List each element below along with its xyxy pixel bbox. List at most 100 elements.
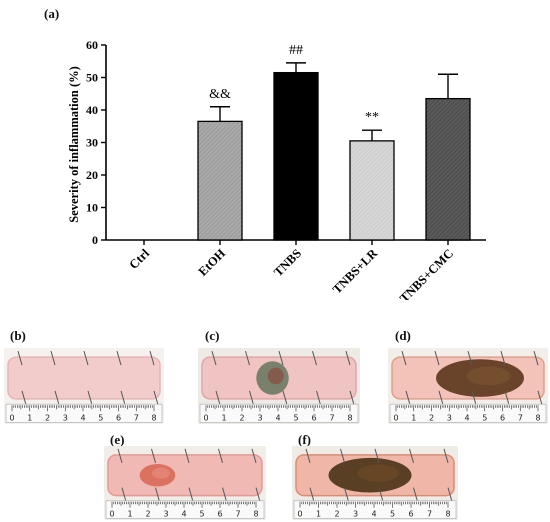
category-label: TNBS+CMC	[397, 246, 456, 300]
ruler-number: 6	[311, 413, 316, 422]
y-axis-label: Severity of inflammation (%)	[67, 66, 81, 223]
ruler-number: 1	[127, 510, 132, 519]
colon-photo-f: 0 1 2 3 4 5 6 7 8	[292, 446, 458, 520]
ruler-number: 4	[275, 413, 280, 422]
ruler-number: 5	[98, 413, 103, 422]
colon-tissue	[7, 356, 161, 400]
pin	[151, 448, 156, 464]
ruler-number: 0	[9, 413, 14, 422]
ruler-number: 0	[297, 510, 302, 519]
ruler-number: 0	[393, 413, 398, 422]
pin	[17, 350, 23, 366]
ruler-number: 5	[482, 413, 487, 422]
panel-label-a: (a)	[44, 6, 60, 21]
ruler-number: 6	[500, 413, 505, 422]
pin	[117, 448, 123, 464]
ruler-number: 6	[116, 413, 121, 422]
pin	[21, 390, 27, 406]
pin	[443, 448, 449, 464]
ruler-number: 4	[464, 413, 469, 422]
pin	[251, 448, 257, 464]
ruler-number: 8	[347, 413, 352, 422]
pin	[282, 390, 288, 406]
ruler-number: 6	[217, 510, 222, 519]
ruler	[199, 403, 359, 423]
bar-etoh	[197, 120, 243, 241]
y-tick-label: 0	[92, 233, 98, 247]
pin	[249, 390, 254, 406]
pin	[50, 350, 56, 366]
pin	[54, 390, 60, 406]
ruler-number: 5	[390, 510, 395, 519]
y-tick-label: 50	[86, 71, 98, 85]
colon-photo-e: 0 1 2 3 4 5 6 7 8	[104, 446, 266, 520]
pin	[467, 350, 473, 366]
ruler	[5, 403, 163, 423]
ruler-number: 0	[109, 510, 114, 519]
category-label: EtOH	[196, 246, 229, 279]
lesion-detail	[267, 367, 284, 385]
pin	[305, 448, 311, 464]
pin	[87, 390, 93, 406]
pin	[218, 448, 223, 464]
ruler-number: 1	[221, 413, 226, 422]
y-tick-label: 10	[86, 201, 98, 215]
pin	[349, 390, 355, 406]
ruler-number: 6	[408, 510, 413, 519]
bar-tnbs	[273, 71, 319, 241]
ruler-number: 7	[518, 413, 523, 422]
pin	[504, 390, 510, 406]
ruler-number: 2	[45, 413, 50, 422]
ruler-number: 2	[334, 510, 339, 519]
pin	[471, 390, 477, 406]
ruler-number: 2	[429, 413, 434, 422]
pin	[309, 487, 315, 502]
ruler-number: 7	[427, 510, 432, 519]
pin	[116, 350, 122, 366]
colon-photo-c: 0 1 2 3 4 5 6 7 8	[198, 348, 360, 424]
ruler-number: 8	[535, 413, 540, 422]
ruler-number: 8	[445, 510, 450, 519]
pin	[222, 487, 227, 502]
significance-mark: &&	[209, 87, 231, 102]
ruler-number: 8	[151, 413, 156, 422]
significance-mark: **	[365, 110, 379, 125]
pin	[278, 350, 284, 366]
pin	[245, 350, 250, 366]
pin	[447, 487, 453, 502]
ruler-number: 5	[293, 413, 298, 422]
lesion-detail	[357, 464, 400, 482]
pin	[401, 350, 407, 366]
pin	[211, 350, 217, 366]
pin	[316, 390, 321, 406]
pin	[312, 350, 317, 366]
y-tick-label: 30	[86, 136, 98, 150]
ruler	[389, 403, 547, 423]
pin	[155, 487, 160, 502]
panel-label-d: (d)	[395, 328, 411, 343]
pin	[340, 448, 345, 464]
pin	[149, 350, 155, 366]
lesion-detail	[466, 366, 511, 386]
pin	[184, 448, 190, 464]
colon-photo-d: 0 1 2 3 4 5 6 7 8	[388, 348, 548, 424]
colon-photo-b: 0 1 2 3 4 5 6 7 8	[4, 348, 164, 424]
ruler-number: 3	[257, 413, 262, 422]
ruler-number: 4	[181, 510, 186, 519]
ruler-number: 3	[353, 510, 358, 519]
bar-tnbs-lr	[349, 140, 395, 241]
ruler-number: 5	[199, 510, 204, 519]
ruler-number: 3	[447, 413, 452, 422]
panel-label-e: (e)	[110, 432, 125, 447]
y-tick-label: 20	[86, 168, 98, 182]
colon-tissue	[107, 454, 263, 497]
bar-tnbs-cmc	[425, 97, 471, 241]
ruler-number: 3	[163, 510, 168, 519]
pin	[344, 487, 349, 502]
y-tick-label: 40	[86, 103, 98, 117]
pin	[153, 390, 159, 406]
ruler-number: 1	[316, 510, 321, 519]
pin	[378, 487, 384, 502]
ruler-number: 0	[203, 413, 208, 422]
pin	[537, 390, 543, 406]
